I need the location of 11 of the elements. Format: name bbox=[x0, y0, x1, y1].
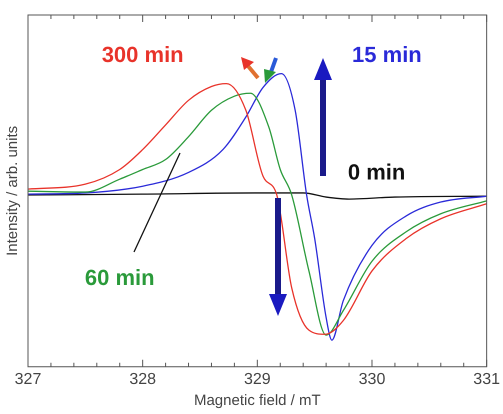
series-label: 300 min bbox=[102, 42, 184, 68]
x-tick-label: 329 bbox=[244, 370, 271, 388]
x-tick-label: 328 bbox=[129, 370, 156, 388]
y-axis-title: Intensity / arb. units bbox=[4, 126, 22, 256]
x-tick-label: 327 bbox=[14, 370, 42, 388]
x-tick-label: 331 bbox=[473, 370, 500, 388]
text: 60 min bbox=[84, 264, 155, 290]
series-label: 0 min bbox=[348, 159, 406, 184]
text: 15 min bbox=[352, 42, 422, 68]
x-tick-label: 330 bbox=[358, 370, 386, 388]
x-axis-title: Magnetic field / mT bbox=[194, 392, 321, 410]
